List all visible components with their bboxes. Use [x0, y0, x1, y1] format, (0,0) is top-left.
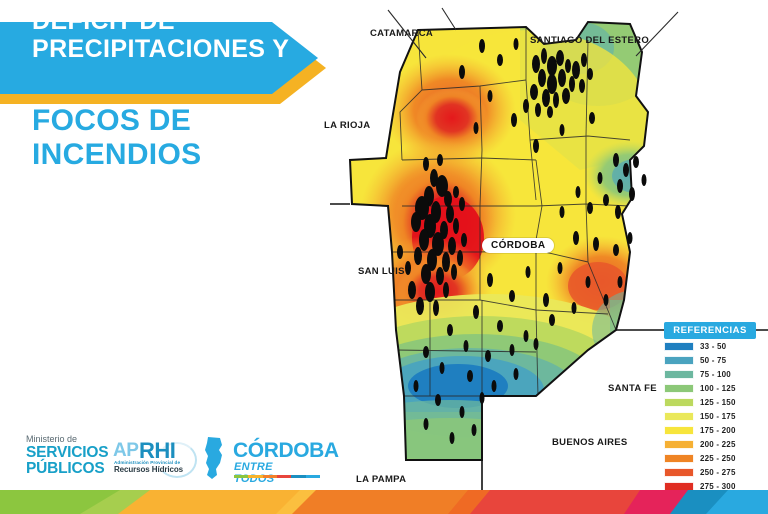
- aprhi-subtitle-2: Recursos Hídricos: [114, 465, 183, 474]
- legend-row: 50 - 75: [664, 354, 760, 367]
- legend-label: 175 - 200: [700, 426, 736, 435]
- legend-row: 33 - 50: [664, 340, 760, 353]
- province-label-santiago-del-estero: SANTIAGO DEL ESTERO: [530, 35, 650, 46]
- province-label-buenos-aires: BUENOS AIRES: [552, 437, 628, 448]
- legend-swatch: [664, 454, 694, 463]
- legend-row: 225 - 250: [664, 452, 760, 465]
- legend-swatch: [664, 356, 694, 365]
- legend-rows: 33 - 50 50 - 75 75 - 100 100 - 125 125 - 150…: [664, 340, 760, 507]
- title-line-1: DÉFICIT DE: [32, 7, 175, 35]
- legend-row: 125 - 150: [664, 396, 760, 409]
- legend-swatch: [664, 440, 694, 449]
- ministerio-line-1: SERVICIOS: [26, 444, 109, 461]
- legend-label: 275 - 300: [700, 482, 736, 491]
- cordoba-province-silhouette-icon: [205, 437, 222, 479]
- cordoba-logo-subtitle: ENTRE TODOS: [234, 461, 275, 485]
- legend-row: 175 - 200: [664, 424, 760, 437]
- legend-label: 225 - 250: [700, 454, 736, 463]
- legend-swatch: [664, 398, 694, 407]
- fire-cluster-east: [559, 153, 647, 256]
- legend: REFERENCIAS 33 - 50 50 - 75 75 - 100 100 - …: [664, 322, 760, 507]
- legend-label: 250 - 275: [700, 468, 736, 477]
- legend-swatch: [664, 426, 694, 435]
- legend-swatch: [664, 468, 694, 477]
- province-label-la-rioja: LA RIOJA: [324, 120, 371, 131]
- logo-aprhi: AP RHI Administración Provincial de Recu…: [113, 438, 197, 478]
- legend-title: REFERENCIAS: [664, 322, 756, 339]
- province-label-catamarca: CATAMARCA: [370, 28, 434, 39]
- bottom-color-strip: [0, 490, 768, 514]
- legend-label: 75 - 100: [700, 370, 731, 379]
- legend-swatch: [664, 342, 694, 351]
- province-label-la-pampa: LA PAMPA: [356, 474, 407, 485]
- legend-label: 100 - 125: [700, 384, 736, 393]
- legend-swatch: [664, 370, 694, 379]
- fire-cluster-noreste: [523, 48, 593, 118]
- legend-swatch: [664, 412, 694, 421]
- map-area: CATAMARCA SANTIAGO DEL ESTERO LA RIOJA S…: [324, 0, 768, 500]
- legend-swatch: [664, 384, 694, 393]
- province-label-san-luis: SAN LUIS: [358, 266, 405, 277]
- legend-row: 75 - 100: [664, 368, 760, 381]
- banner-blue-shape: [0, 22, 318, 94]
- cordoba-logo-word: CÓRDOBA: [233, 439, 339, 462]
- province-label-santa-fe: SANTA FE: [608, 383, 657, 394]
- title-line-3: FOCOS DE: [32, 104, 192, 137]
- legend-label: 33 - 50: [700, 342, 727, 351]
- legend-row: 250 - 275: [664, 466, 760, 479]
- legend-label: 150 - 175: [700, 412, 736, 421]
- fire-hotspots-layer: [397, 38, 647, 444]
- aprhi-swoosh-icon: [157, 442, 197, 478]
- ministerio-pretitle: Ministerio de: [26, 434, 78, 444]
- legend-label: 50 - 75: [700, 356, 727, 365]
- title-banner: [0, 22, 330, 104]
- legend-row: 150 - 175: [664, 410, 760, 423]
- ministerio-line-2: PÚBLICOS: [26, 460, 105, 477]
- fire-cluster-scattered-north: [459, 38, 595, 153]
- fire-cluster-sierras: [397, 154, 467, 316]
- legend-row: 100 - 125: [664, 382, 760, 395]
- aprhi-subtitle-1: Administración Provincial de: [114, 460, 181, 465]
- cordoba-deficit-map: [330, 7, 768, 500]
- logo-ministerio-servicios-publicos: Ministerio de SERVICIOS PÚBLICOS: [26, 434, 109, 477]
- footer-logos: Ministerio de SERVICIOS PÚBLICOS AP RHI …: [0, 428, 340, 486]
- legend-label: 200 - 225: [700, 440, 736, 449]
- aprhi-ap-text: AP: [113, 440, 139, 461]
- title-line-2: PRECIPITACIONES Y: [32, 35, 290, 63]
- aprhi-rhi-text: RHI: [139, 438, 176, 463]
- legend-label: 125 - 150: [700, 398, 736, 407]
- title-line-4: INCENDIOS: [32, 138, 202, 171]
- fire-cluster-south: [413, 262, 623, 444]
- map-label-cordoba: CÓRDOBA: [482, 238, 555, 253]
- cordoba-logo-color-strip: [234, 475, 320, 478]
- label-leader-lines: [387, 7, 679, 59]
- legend-row: 200 - 225: [664, 438, 760, 451]
